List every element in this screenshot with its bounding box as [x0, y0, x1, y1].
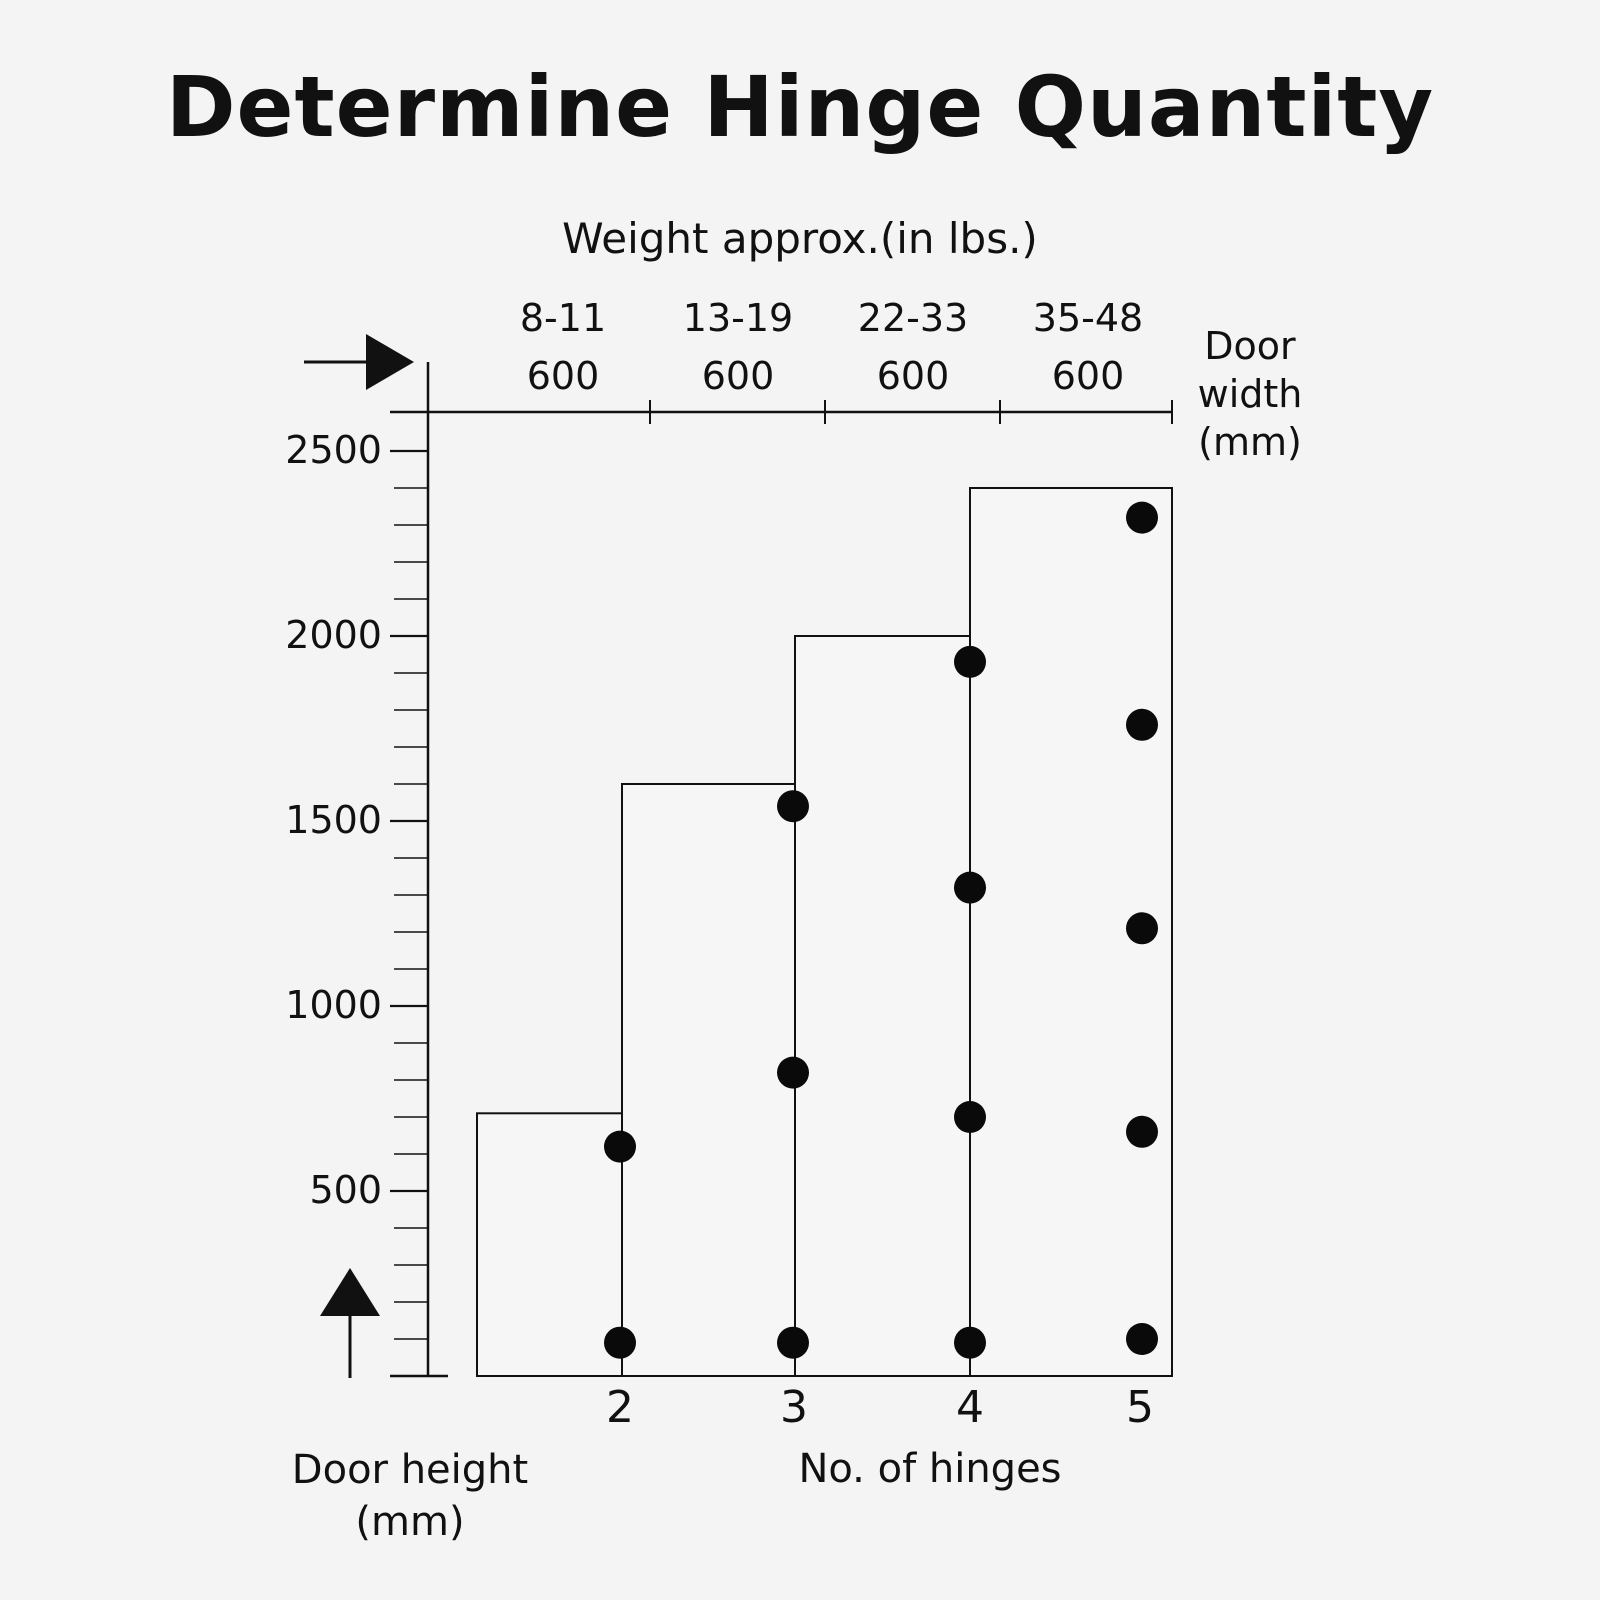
x-tick-label-3: 3: [780, 1382, 808, 1433]
y-axis-ticks: [390, 449, 428, 1340]
weight-label-2: 13-19: [682, 296, 794, 340]
width-label-4: 600: [1051, 354, 1125, 398]
width-label-2: 600: [701, 354, 775, 398]
hinge-dot: [1126, 1323, 1158, 1355]
x-tick-label-4: 4: [956, 1382, 984, 1433]
hinge-dot: [1126, 708, 1158, 741]
hinge-dot: [777, 1326, 809, 1359]
y-tick-label-2500: 2500: [285, 428, 382, 472]
hinge-dot: [604, 1326, 636, 1359]
door-width-label: Door width (mm): [1197, 324, 1303, 464]
weight-axis-title: Weight approx.(in lbs.): [562, 214, 1038, 263]
weight-label-3: 22-33: [857, 296, 969, 340]
hinge-dot: [777, 1056, 809, 1089]
hinge-dot: [1126, 912, 1158, 945]
width-label-3: 600: [876, 354, 950, 398]
hinge-dot: [777, 790, 809, 823]
width-arrow-icon: [304, 334, 414, 390]
y-tick-label-1500: 1500: [285, 798, 382, 842]
hinge-dot: [954, 645, 986, 678]
hinge-dot: [954, 1101, 986, 1133]
door-bar-4-hinges: [794, 635, 1001, 1377]
hinge-dot: [1126, 501, 1158, 534]
hinges-axis-title: No. of hinges: [798, 1446, 1062, 1492]
hinge-dot: [954, 871, 986, 904]
height-arrow-icon: [320, 1268, 380, 1378]
y-tick-label-2000: 2000: [285, 613, 382, 657]
door-bars: [476, 487, 1173, 1378]
x-tick-label-5: 5: [1126, 1382, 1154, 1433]
hinge-dot: [604, 1130, 636, 1163]
width-label-1: 600: [526, 354, 600, 398]
hinge-dot: [1126, 1115, 1158, 1148]
y-tick-label-1000: 1000: [285, 983, 382, 1027]
y-tick-label-500: 500: [309, 1168, 382, 1212]
weight-label-4: 35-48: [1032, 296, 1144, 340]
hinge-dots: [604, 501, 1158, 1359]
hinge-dot: [954, 1326, 986, 1359]
page-title: Determine Hinge Quantity: [165, 58, 1435, 156]
x-tick-label-2: 2: [606, 1382, 634, 1433]
weight-label-1: 8-11: [519, 296, 607, 340]
door-height-label: Door height (mm): [291, 1447, 529, 1545]
